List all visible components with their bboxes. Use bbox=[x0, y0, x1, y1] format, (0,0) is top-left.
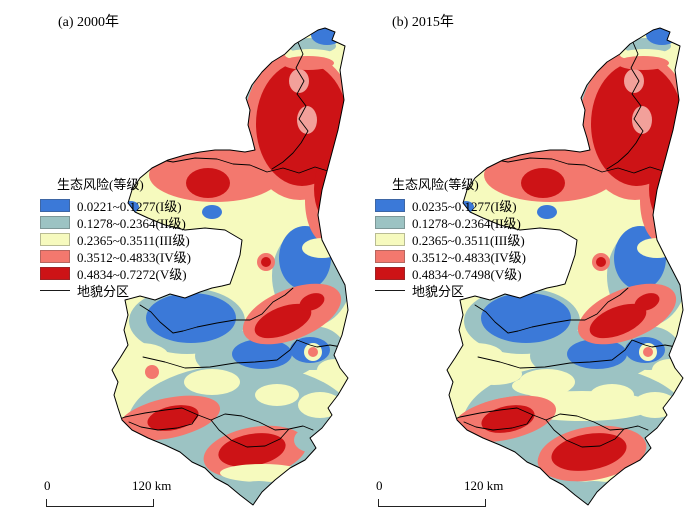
level2-label: 0.1278~0.2364(II级) bbox=[412, 216, 521, 231]
level3-swatch bbox=[40, 233, 70, 246]
legend-item-level4: 0.3512~0.4833(IV级) bbox=[375, 248, 585, 265]
scalebar-zero: 0 bbox=[44, 478, 51, 493]
legend-item-zone-line: 地貌分区 bbox=[40, 282, 250, 299]
scalebar-end: 120 km bbox=[132, 478, 172, 493]
level2-swatch bbox=[375, 216, 405, 229]
scalebar-2015: 0 120 km bbox=[372, 478, 532, 512]
level3-label: 0.2365~0.3511(III级) bbox=[77, 233, 190, 248]
zone-line-label: 地貌分区 bbox=[77, 284, 130, 299]
level5-swatch bbox=[40, 267, 70, 280]
scalebar-bar bbox=[378, 499, 486, 507]
level1-swatch bbox=[40, 199, 70, 212]
legend-item-zone-line: 地貌分区 bbox=[375, 282, 585, 299]
level2-swatch bbox=[40, 216, 70, 229]
scalebar-end: 120 km bbox=[464, 478, 504, 493]
level5-label: 0.4834~0.7272(V级) bbox=[77, 267, 187, 282]
level1-label: 0.0221~0.1277(I级) bbox=[77, 199, 182, 214]
level1-label: 0.0235~0.1277(I级) bbox=[412, 199, 517, 214]
zone-line-sample bbox=[375, 289, 405, 292]
scalebar-2000: 0 120 km bbox=[40, 478, 200, 512]
legend-item-level1: 0.0235~0.1277(I级) bbox=[375, 197, 585, 214]
zone-line-label: 地貌分区 bbox=[412, 284, 465, 299]
panel-a-title: (a) 2000年 bbox=[58, 15, 120, 30]
level4-label: 0.3512~0.4833(IV级) bbox=[77, 250, 191, 265]
level4-swatch bbox=[375, 250, 405, 263]
legend-item-level5: 0.4834~0.7272(V级) bbox=[40, 265, 250, 282]
risk-surface-2015-changes bbox=[451, 363, 654, 482]
level4-label: 0.3512~0.4833(IV级) bbox=[412, 250, 526, 265]
legend-item-level5: 0.4834~0.7498(V级) bbox=[375, 265, 585, 282]
legend-item-level3: 0.2365~0.3511(III级) bbox=[40, 231, 250, 248]
level5-swatch bbox=[375, 267, 405, 280]
legend-title: 生态风险(等级) bbox=[392, 177, 479, 192]
level4-swatch bbox=[40, 250, 70, 263]
level1-swatch bbox=[375, 199, 405, 212]
legend-title: 生态风险(等级) bbox=[57, 177, 144, 192]
scalebar-bar bbox=[46, 499, 154, 507]
legend-item-level3: 0.2365~0.3511(III级) bbox=[375, 231, 585, 248]
legend-item-level2: 0.1278~0.2364(II级) bbox=[375, 214, 585, 231]
level3-label: 0.2365~0.3511(III级) bbox=[412, 233, 525, 248]
legend-2000: 生态风险(等级) 0.0221~0.1277(I级) 0.1278~0.2364… bbox=[40, 176, 250, 299]
legend-item-level1: 0.0221~0.1277(I级) bbox=[40, 197, 250, 214]
legend-item-level2: 0.1278~0.2364(II级) bbox=[40, 214, 250, 231]
legend-item-level4: 0.3512~0.4833(IV级) bbox=[40, 248, 250, 265]
scalebar-zero: 0 bbox=[376, 478, 383, 493]
level3-swatch bbox=[375, 233, 405, 246]
panel-b-title: (b) 2015年 bbox=[392, 15, 454, 30]
level2-label: 0.1278~0.2364(II级) bbox=[77, 216, 186, 231]
zone-line-sample bbox=[40, 289, 70, 292]
level5-label: 0.4834~0.7498(V级) bbox=[412, 267, 522, 282]
legend-2015: 生态风险(等级) 0.0235~0.1277(I级) 0.1278~0.2364… bbox=[375, 176, 585, 299]
risk-map-2015 bbox=[442, 26, 688, 512]
